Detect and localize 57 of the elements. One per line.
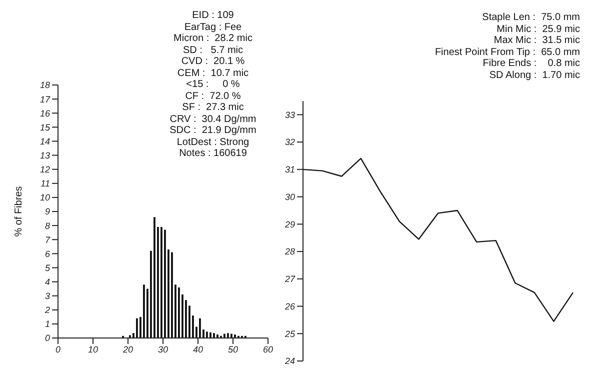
y-tick-label: 13 — [40, 150, 50, 160]
x-tick-label: 30 — [158, 344, 168, 354]
y-tick-label: 10 — [40, 192, 50, 203]
y-tick-label: 8 — [44, 220, 50, 231]
x-tick-label: 50 — [228, 344, 238, 354]
y-tick-label: 30 — [284, 192, 295, 202]
text: Max Mic : 31.5 mic — [492, 35, 580, 46]
text: Staple Len : 75.0 mm — [481, 12, 580, 24]
y-tick-label: 18 — [40, 80, 50, 90]
y-tick-label: 27 — [284, 274, 296, 284]
y-tick-label: 1 — [44, 319, 50, 330]
x-tick-label: 20 — [122, 344, 134, 354]
text: Fibre Ends : 0.8 mic — [482, 58, 580, 70]
text: EID : 109 — [191, 10, 235, 22]
text: CEM : 10.7 mic — [176, 68, 250, 79]
y-tick-label: 26 — [284, 301, 295, 312]
y-tick-label: 0 — [44, 333, 50, 344]
x-tick-label: 60 — [262, 344, 274, 354]
y-tick-label: 3 — [44, 291, 50, 302]
y-tick-label: 28 — [284, 246, 295, 257]
annotation: <15 : 0 % — [185, 79, 241, 90]
y-tick-label: 12 — [40, 164, 50, 175]
y-tick-label: 11 — [40, 178, 50, 189]
line-series — [302, 158, 574, 322]
x-tick-label: 10 — [88, 344, 98, 354]
y-tick-label: 6 — [44, 248, 50, 259]
y-axis-title: % of Fibres — [14, 186, 25, 237]
annotation: Notes : 160619 — [178, 148, 248, 160]
y-tick-label: 7 — [44, 234, 51, 245]
y-tick-label: 14 — [40, 136, 50, 146]
annotation: SF : 27.3 mic — [181, 102, 245, 114]
y-tick-label: 15 — [40, 122, 51, 132]
y-tick-label: 31 — [284, 164, 295, 175]
annotation: CF : 72.0 % — [184, 90, 242, 102]
y-tick-label: 17 — [40, 94, 51, 104]
text: CVD : 20.1 % — [180, 56, 246, 68]
y-tick-label: 24 — [284, 356, 295, 366]
x-tick-label: 0 — [55, 344, 61, 354]
text: SD Along : 1.70 mic — [488, 70, 580, 81]
y-tick-label: 29 — [284, 219, 295, 230]
annotation: SDC : 21.9 Dg/mm — [168, 125, 258, 136]
y-tick-label: 9 — [44, 206, 50, 217]
y-tick-label: 5 — [44, 262, 51, 273]
text: EarTag : Fee — [183, 22, 243, 33]
annotation: LotDest : Strong — [176, 136, 250, 148]
annotation: CRV : 30.4 Dg/mm — [168, 114, 258, 125]
y-tick-label: 25 — [284, 328, 296, 339]
text: Micron : 28.2 mic — [172, 33, 254, 44]
y-tick-label: 33 — [284, 110, 295, 120]
y-tick-label: 4 — [44, 276, 50, 287]
text: SD : 5.7 mic — [182, 44, 244, 56]
x-tick-label: 40 — [192, 344, 204, 354]
y-tick-label: 16 — [40, 108, 50, 118]
text: Finest Point From Tip : 65.0 mm — [434, 46, 580, 58]
text: Min Mic : 25.9 mic — [496, 24, 580, 35]
y-tick-label: 32 — [284, 137, 295, 148]
y-tick-label: 2 — [44, 305, 50, 316]
